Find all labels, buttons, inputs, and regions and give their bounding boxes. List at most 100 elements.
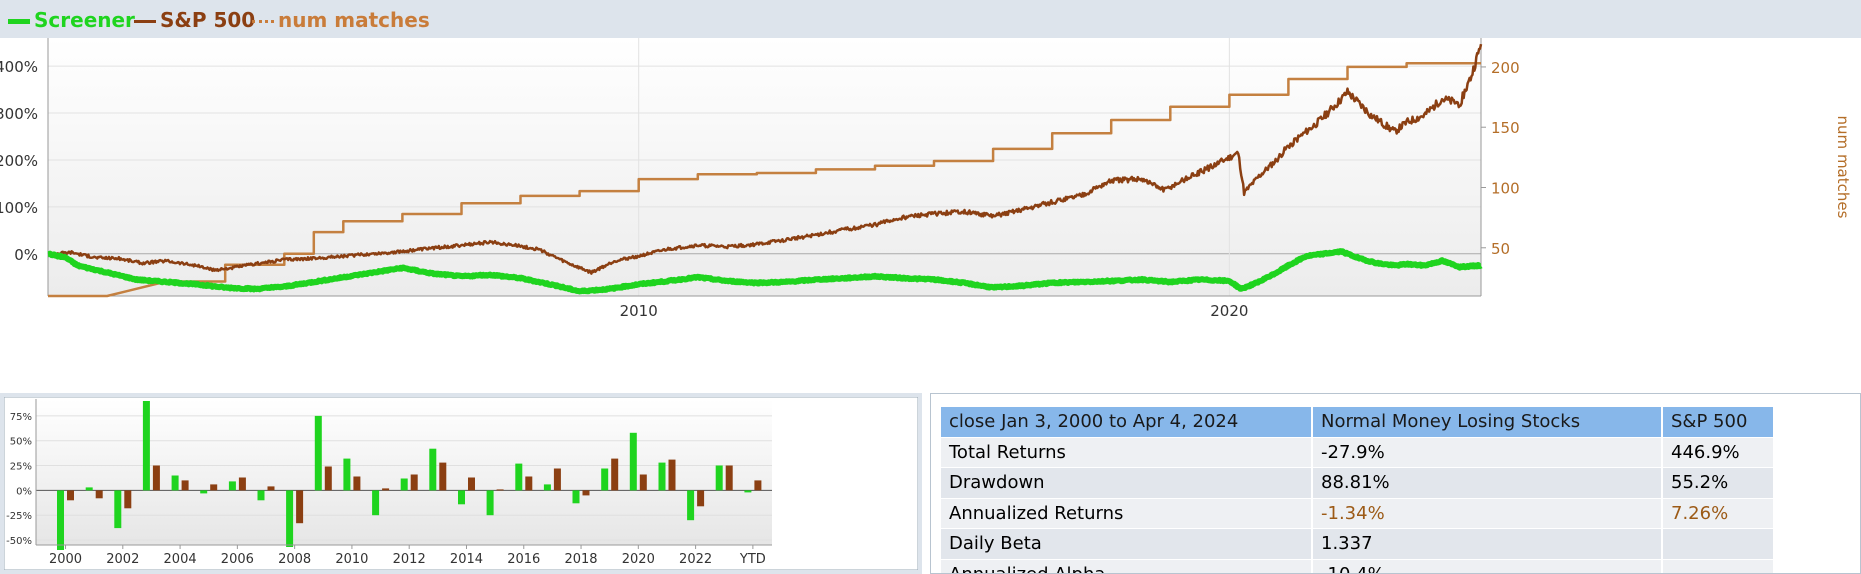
stats-table: close Jan 3, 2000 to Apr 4, 2024 Normal … bbox=[941, 407, 1775, 573]
x-tick-label: 2008 bbox=[278, 552, 311, 567]
table-row: Daily Beta 1.337 bbox=[941, 528, 1775, 560]
x-tick-label: 2012 bbox=[393, 552, 426, 567]
num-matches-line bbox=[48, 62, 1481, 298]
sp500-bar bbox=[67, 490, 74, 501]
screener-bar bbox=[257, 490, 265, 501]
stats-header-row: close Jan 3, 2000 to Apr 4, 2024 Normal … bbox=[941, 407, 1775, 438]
y-tick-label: -50% bbox=[6, 536, 32, 547]
row-label: Annualized Returns bbox=[941, 498, 1313, 529]
row-label: Total Returns bbox=[941, 437, 1313, 468]
y-tick-label-left: 0% bbox=[14, 246, 38, 264]
x-tick-label: YTD bbox=[739, 552, 766, 567]
sp500-bar bbox=[238, 477, 246, 491]
legend-swatch-icon bbox=[134, 20, 156, 23]
sp500-bar bbox=[754, 480, 762, 491]
row-sp500-value: 55.2% bbox=[1662, 467, 1775, 499]
y-axis-label-right: num matches bbox=[1834, 116, 1852, 219]
screener-bar bbox=[601, 468, 609, 491]
sp500-bar bbox=[525, 476, 533, 491]
screener-bar bbox=[343, 458, 351, 491]
screener-bar bbox=[142, 401, 150, 491]
screener-bar bbox=[314, 415, 322, 491]
x-tick-label: 2010 bbox=[620, 302, 658, 320]
row-screener-value: -10.4% bbox=[1312, 559, 1663, 573]
sp500-bar bbox=[181, 480, 189, 491]
x-tick-label: 2004 bbox=[164, 552, 197, 567]
stats-panel: close Jan 3, 2000 to Apr 4, 2024 Normal … bbox=[930, 393, 1861, 574]
y-tick-label: 0% bbox=[16, 486, 32, 497]
screener-bar bbox=[114, 490, 122, 529]
row-sp500-value bbox=[1662, 559, 1775, 573]
screener-bar bbox=[543, 484, 551, 491]
screener-bar bbox=[629, 432, 637, 491]
row-label: Drawdown bbox=[941, 467, 1313, 499]
y-tick-label: 25% bbox=[10, 462, 32, 473]
y-tick-label-left: 400% bbox=[0, 58, 38, 76]
legend-swatch-icon bbox=[8, 19, 30, 24]
row-label: Daily Beta bbox=[941, 528, 1313, 560]
annual-returns-bar-chart: 75% 50% 25% 0% -25% -50% 2000 2002 2004 2006 2008 2… bbox=[4, 397, 918, 570]
y-tick-label-right: 200 bbox=[1491, 59, 1520, 77]
row-screener-value: -1.34% bbox=[1312, 498, 1663, 529]
sp500-bar bbox=[152, 465, 160, 491]
chart-legend: Screener S&P 500 num matches bbox=[0, 0, 1861, 38]
legend-label: num matches bbox=[278, 8, 430, 32]
y-tick-label: -25% bbox=[6, 511, 32, 522]
legend-item-num-matches[interactable]: num matches bbox=[252, 8, 430, 32]
x-tick-label: 2006 bbox=[221, 552, 254, 567]
table-row: Annualized Alpha -10.4% bbox=[941, 559, 1775, 573]
screener-bar bbox=[744, 490, 752, 493]
row-sp500-value bbox=[1662, 528, 1775, 560]
screener-bar bbox=[286, 490, 294, 547]
legend-item-sp500[interactable]: S&P 500 bbox=[134, 8, 255, 32]
legend-item-screener[interactable]: Screener bbox=[8, 8, 135, 32]
sp500-bar bbox=[611, 458, 619, 491]
sp500-bar bbox=[210, 484, 218, 491]
screener-bar bbox=[171, 475, 179, 491]
y-tick-label-right: 150 bbox=[1491, 119, 1520, 137]
sp500-bar bbox=[439, 462, 447, 491]
screener-bar bbox=[429, 448, 437, 491]
row-screener-value: 88.81% bbox=[1312, 467, 1663, 499]
x-tick-label: 2000 bbox=[49, 552, 82, 567]
screener-bar bbox=[687, 490, 695, 521]
x-tick-label: 2010 bbox=[335, 552, 368, 567]
sp500-bar bbox=[410, 474, 418, 491]
sp500-bar bbox=[267, 486, 275, 491]
sp500-bar bbox=[95, 490, 103, 499]
sp500-bar bbox=[496, 489, 504, 491]
screener-line bbox=[46, 248, 1483, 295]
x-tick-label: 2014 bbox=[450, 552, 483, 567]
row-screener-value: 1.337 bbox=[1312, 528, 1663, 560]
screener-bar bbox=[200, 490, 208, 494]
annual-returns-panel: 75% 50% 25% 0% -25% -50% 2000 2002 2004 2006 2008 2… bbox=[0, 393, 922, 574]
sp500-bar bbox=[296, 490, 304, 524]
x-tick-label: 2002 bbox=[106, 552, 139, 567]
sp500-bar bbox=[725, 465, 733, 491]
sp500-line bbox=[47, 43, 1483, 275]
x-tick-label: 2016 bbox=[507, 552, 540, 567]
screener-bar bbox=[458, 490, 465, 505]
sp500-bar bbox=[124, 490, 132, 509]
y-tick-label-left: 100% bbox=[0, 199, 38, 217]
row-label: Annualized Alpha bbox=[941, 559, 1313, 573]
row-screener-value: -27.9% bbox=[1312, 437, 1663, 468]
y-tick-label-left: 300% bbox=[0, 105, 38, 123]
screener-bar bbox=[400, 478, 408, 491]
legend-label: S&P 500 bbox=[160, 8, 256, 32]
sp500-bar bbox=[553, 468, 561, 491]
sp500-bar bbox=[668, 459, 676, 491]
screener-bar bbox=[715, 465, 723, 491]
sp500-bar bbox=[468, 477, 475, 491]
screener-bar bbox=[57, 490, 64, 550]
x-tick-label: 2018 bbox=[564, 552, 597, 567]
screener-bar bbox=[228, 481, 236, 491]
table-row: Total Returns -27.9% 446.9% bbox=[941, 437, 1775, 468]
table-row: Annualized Returns -1.34% 7.26% bbox=[941, 498, 1775, 529]
legend-swatch-icon bbox=[252, 20, 274, 23]
screener-bar bbox=[572, 490, 580, 504]
x-tick-label: 2022 bbox=[679, 552, 712, 567]
stats-header-period: close Jan 3, 2000 to Apr 4, 2024 bbox=[941, 407, 1313, 438]
y-tick-label: 75% bbox=[10, 412, 32, 423]
screener-bar bbox=[372, 490, 380, 516]
